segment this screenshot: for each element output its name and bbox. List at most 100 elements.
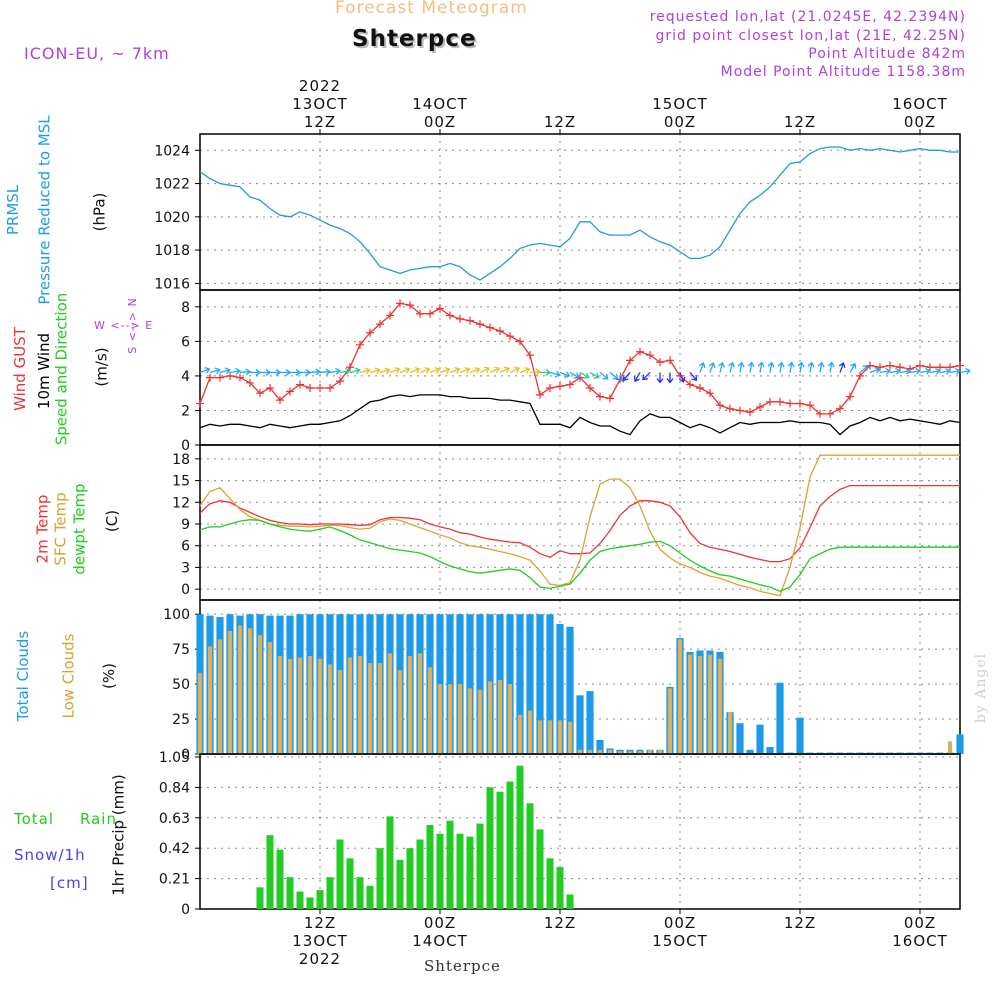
precip-label-snow: Snow/1h bbox=[14, 846, 86, 864]
y-tick-label: 0 bbox=[181, 582, 190, 598]
wind-arrow-head bbox=[593, 372, 600, 379]
y-tick-label: 75 bbox=[172, 642, 190, 658]
wind-arrow bbox=[409, 368, 420, 374]
y-tick-label: 18 bbox=[172, 452, 190, 468]
gust-marker bbox=[566, 380, 574, 389]
gust-marker bbox=[346, 363, 354, 372]
low-cloud-bar bbox=[487, 681, 493, 754]
y-tick-label: 0.84 bbox=[159, 780, 190, 796]
wind-arrow-head bbox=[494, 366, 501, 373]
wind-arrow-head bbox=[474, 366, 481, 374]
rain-bar bbox=[466, 836, 474, 909]
low-cloud-bar bbox=[507, 684, 513, 754]
low-cloud-bar bbox=[567, 721, 573, 754]
pressure-label-b: Pressure Reduced to MSL bbox=[35, 115, 54, 305]
wind-arrow bbox=[789, 362, 793, 373]
wind-arrow-head bbox=[955, 367, 961, 375]
wind-arrow-head bbox=[384, 367, 391, 375]
rain-bar bbox=[396, 859, 404, 909]
rain-bar bbox=[416, 839, 424, 909]
wind-label-a: Wind GUST bbox=[10, 327, 29, 411]
gust-marker bbox=[626, 356, 634, 365]
clouds-label-a: Total Clouds bbox=[14, 630, 33, 722]
wind-arrow-head bbox=[850, 362, 857, 369]
wind-arrow-head bbox=[747, 361, 755, 368]
gust-marker bbox=[736, 406, 744, 415]
gust-marker bbox=[896, 363, 904, 372]
y-tick-label: 1020 bbox=[154, 210, 190, 226]
wind-label-b: 10m Wind bbox=[35, 332, 54, 410]
gust-marker bbox=[296, 380, 304, 389]
wind-arrow-head bbox=[524, 366, 531, 374]
wind-arrow-head bbox=[235, 367, 241, 375]
wind-arrow bbox=[349, 369, 360, 374]
wind-arrow bbox=[909, 370, 920, 374]
wind-arrow bbox=[619, 372, 625, 383]
rain-bar bbox=[456, 833, 464, 909]
wind-arrow bbox=[879, 370, 890, 374]
wind-arrow-head bbox=[945, 367, 951, 375]
low-cloud-bar bbox=[717, 658, 723, 754]
y-tick-label: 12 bbox=[172, 495, 190, 511]
wind-arrow bbox=[709, 362, 715, 373]
low-cloud-bar bbox=[577, 749, 583, 754]
wind-arrow bbox=[419, 368, 430, 374]
wind-arrow bbox=[479, 367, 490, 374]
gust-marker bbox=[746, 408, 754, 417]
low-cloud-bar bbox=[387, 653, 393, 754]
wind-arrow-head bbox=[444, 366, 451, 374]
wind-arrow-head bbox=[787, 361, 795, 368]
wind-arrow bbox=[489, 367, 500, 374]
series-line bbox=[199, 146, 960, 281]
wind-arrow-head bbox=[827, 361, 835, 368]
gust-marker bbox=[946, 363, 954, 372]
gust-marker bbox=[316, 384, 324, 392]
rain-bar bbox=[336, 839, 344, 909]
wind-arrow bbox=[739, 362, 743, 373]
wind-arrow bbox=[849, 363, 856, 373]
time-label-bottom: 12Z bbox=[544, 914, 576, 932]
wind-arrow bbox=[439, 368, 450, 374]
grid-point-coords: grid point closest lon,lat (21E, 42.25N) bbox=[655, 28, 966, 44]
wind-arrow bbox=[699, 362, 705, 373]
y-tick-label: 15 bbox=[172, 474, 190, 490]
low-cloud-bar bbox=[707, 654, 713, 754]
gust-marker bbox=[206, 373, 214, 382]
y-tick-label: 1016 bbox=[154, 276, 190, 292]
wind-arrow bbox=[319, 370, 331, 374]
y-tick-label: 6 bbox=[181, 539, 190, 555]
rain-bar bbox=[316, 890, 324, 909]
low-cloud-bar bbox=[337, 670, 343, 754]
wind-arrow-head bbox=[874, 366, 881, 374]
time-label-bottom: 13OCT bbox=[292, 932, 348, 950]
low-cloud-bar bbox=[237, 625, 243, 754]
y-tick-label: 2 bbox=[181, 403, 190, 419]
wind-arrow-head bbox=[514, 366, 521, 373]
low-cloud-bar bbox=[547, 720, 553, 754]
low-cloud-bar bbox=[537, 720, 543, 754]
gust-marker bbox=[266, 384, 274, 392]
wind-arrow-head bbox=[414, 366, 421, 374]
total-cloud-bar bbox=[746, 749, 754, 754]
low-cloud-bar bbox=[497, 679, 503, 754]
time-label-bottom: 00Z bbox=[424, 914, 456, 932]
wind-arrow bbox=[399, 368, 410, 374]
gust-marker bbox=[436, 304, 444, 313]
rain-bar bbox=[496, 791, 504, 909]
total-cloud-bar bbox=[756, 724, 764, 754]
wind-arrow bbox=[519, 368, 530, 374]
low-cloud-bar bbox=[457, 684, 463, 754]
total-cloud-bar bbox=[526, 614, 534, 754]
total-cloud-bar bbox=[596, 740, 604, 754]
rain-bar bbox=[366, 885, 374, 909]
gust-marker bbox=[306, 384, 314, 392]
time-label-bottom: 12Z bbox=[304, 914, 336, 932]
gust-marker bbox=[286, 387, 294, 396]
wind-arrow-head bbox=[965, 367, 971, 375]
series-line bbox=[199, 454, 960, 597]
wind-arrow-head bbox=[434, 366, 441, 374]
y-tick-label: 0 bbox=[181, 747, 190, 763]
total-cloud-bar bbox=[586, 691, 594, 754]
wind-arrow bbox=[779, 362, 783, 373]
